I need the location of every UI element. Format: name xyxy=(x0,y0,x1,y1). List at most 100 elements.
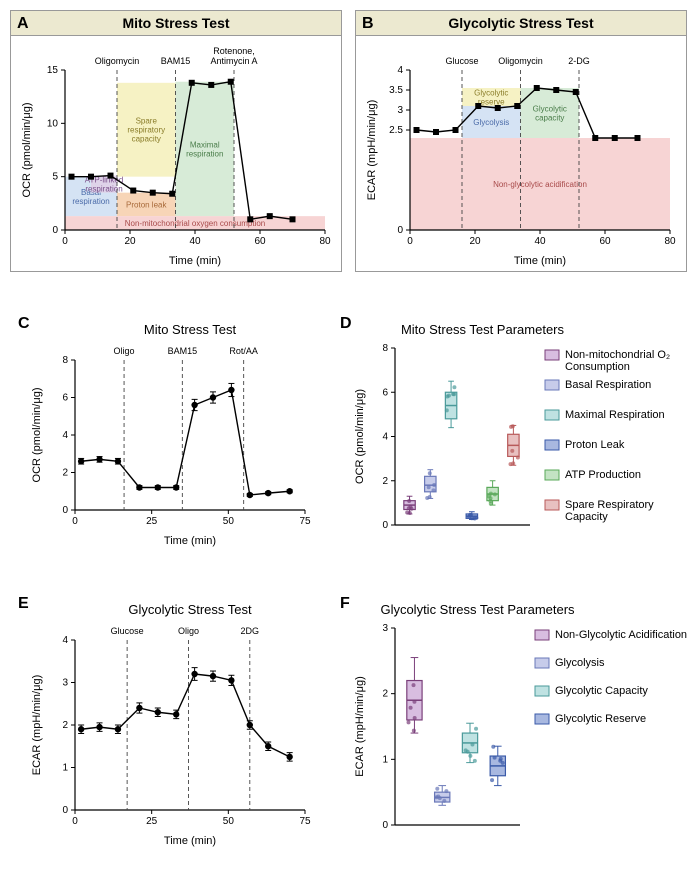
panel-a-label: A xyxy=(17,15,29,33)
svg-text:Maximal Respiration: Maximal Respiration xyxy=(565,409,665,421)
svg-text:40: 40 xyxy=(189,236,201,247)
panel-a-header: A Mito Stress Test xyxy=(10,10,342,36)
svg-text:50: 50 xyxy=(223,516,235,527)
svg-text:2: 2 xyxy=(382,689,388,700)
svg-text:Antimycin A: Antimycin A xyxy=(210,56,257,66)
svg-text:Non-mitochondrial O₂: Non-mitochondrial O₂ xyxy=(565,349,670,361)
svg-text:OCR (pmol/min/μg): OCR (pmol/min/μg) xyxy=(354,389,366,484)
svg-text:Consumption: Consumption xyxy=(565,361,630,373)
panel-a-title: Mito Stress Test xyxy=(122,15,229,31)
panel-d-chart: Mito Stress Test Parameters02468OCR (pmo… xyxy=(345,320,695,550)
svg-text:Glycolytic: Glycolytic xyxy=(533,105,567,114)
svg-text:2.5: 2.5 xyxy=(389,125,403,136)
svg-text:Rotenone,: Rotenone, xyxy=(213,46,255,56)
svg-text:ATP Production: ATP Production xyxy=(565,469,641,481)
svg-text:Non-glycolytic acidification: Non-glycolytic acidification xyxy=(493,180,587,189)
svg-text:Glycolytic: Glycolytic xyxy=(474,89,508,98)
svg-text:ECAR (mpH/min/μg): ECAR (mpH/min/μg) xyxy=(354,676,366,776)
svg-text:Time (min): Time (min) xyxy=(169,255,221,267)
svg-text:Oligo: Oligo xyxy=(178,626,199,636)
svg-text:ECAR (mpH/min/μg): ECAR (mpH/min/μg) xyxy=(31,675,43,775)
svg-text:4: 4 xyxy=(397,65,403,76)
svg-text:8: 8 xyxy=(382,343,388,354)
svg-text:Time (min): Time (min) xyxy=(164,535,216,547)
svg-text:Glucose: Glucose xyxy=(445,56,478,66)
svg-text:OCR (pmol/min/μg): OCR (pmol/min/μg) xyxy=(31,388,43,483)
svg-text:Glucose: Glucose xyxy=(111,626,144,636)
svg-text:Rot/AA: Rot/AA xyxy=(229,346,258,356)
svg-text:4: 4 xyxy=(62,635,68,646)
svg-text:2-DG: 2-DG xyxy=(568,56,590,66)
svg-text:75: 75 xyxy=(299,516,311,527)
svg-text:1: 1 xyxy=(382,754,388,765)
svg-text:2: 2 xyxy=(62,720,68,731)
svg-text:BAM15: BAM15 xyxy=(168,346,198,356)
figure-root: A Mito Stress Test BasalrespirationATP-l… xyxy=(0,0,700,880)
svg-text:75: 75 xyxy=(299,816,311,827)
svg-text:15: 15 xyxy=(47,65,59,76)
svg-text:Glycolytic Stress Test: Glycolytic Stress Test xyxy=(128,602,252,617)
svg-text:10: 10 xyxy=(47,118,59,129)
svg-text:Oligo: Oligo xyxy=(114,346,135,356)
svg-text:6: 6 xyxy=(382,387,388,398)
svg-text:2: 2 xyxy=(382,476,388,487)
svg-text:Proton Leak: Proton Leak xyxy=(565,439,625,451)
svg-text:25: 25 xyxy=(146,816,158,827)
panel-c-chart: 025507502468OligoBAM15Rot/AATime (min)OC… xyxy=(20,320,320,550)
svg-text:Time (min): Time (min) xyxy=(514,255,566,267)
panel-f-chart: Glycolytic Stress Test Parameters0123ECA… xyxy=(345,600,695,850)
svg-text:Glycolysis: Glycolysis xyxy=(473,118,509,127)
svg-text:Mito Stress Test: Mito Stress Test xyxy=(144,322,237,337)
svg-text:respiratory: respiratory xyxy=(127,126,165,135)
svg-text:Spare Respiratory: Spare Respiratory xyxy=(565,499,654,511)
panel-a-chart: BasalrespirationATP-linkedrespirationPro… xyxy=(10,35,340,270)
panel-b-header: B Glycolytic Stress Test xyxy=(355,10,687,36)
svg-text:3.5: 3.5 xyxy=(389,85,403,96)
svg-text:0: 0 xyxy=(62,236,68,247)
svg-text:Glycolytic Capacity: Glycolytic Capacity xyxy=(555,685,648,697)
svg-text:0: 0 xyxy=(52,225,58,236)
svg-text:Spare: Spare xyxy=(136,117,158,126)
svg-text:0: 0 xyxy=(382,520,388,531)
svg-text:reserve: reserve xyxy=(478,98,505,107)
svg-text:3: 3 xyxy=(397,105,403,116)
panel-b-label: B xyxy=(362,15,374,33)
svg-text:80: 80 xyxy=(319,236,331,247)
svg-text:Mito Stress Test Parameters: Mito Stress Test Parameters xyxy=(401,322,565,337)
svg-text:Non-Glycolytic Acidification: Non-Glycolytic Acidification xyxy=(555,629,687,641)
svg-text:3: 3 xyxy=(62,678,68,689)
panel-b-chart: GlycolysisGlycolyticreserveGlycolyticcap… xyxy=(355,35,685,270)
svg-text:capacity: capacity xyxy=(132,135,161,144)
svg-text:3: 3 xyxy=(382,623,388,634)
svg-text:20: 20 xyxy=(469,236,481,247)
svg-text:respiration: respiration xyxy=(72,197,109,206)
svg-text:8: 8 xyxy=(62,355,68,366)
svg-text:50: 50 xyxy=(223,816,235,827)
svg-text:20: 20 xyxy=(124,236,136,247)
svg-text:80: 80 xyxy=(664,236,676,247)
svg-text:6: 6 xyxy=(62,393,68,404)
svg-text:BAM15: BAM15 xyxy=(161,56,191,66)
svg-text:Glycolysis: Glycolysis xyxy=(555,657,605,669)
svg-text:1: 1 xyxy=(62,763,68,774)
svg-text:60: 60 xyxy=(599,236,611,247)
panel-b-title: Glycolytic Stress Test xyxy=(448,15,593,31)
svg-text:Glycolytic Stress Test Param: Glycolytic Stress Test Parameters xyxy=(380,602,575,617)
svg-text:0: 0 xyxy=(407,236,413,247)
svg-text:5: 5 xyxy=(52,172,58,183)
panel-e-chart: 025507501234GlucoseOligo2DGTime (min)ECA… xyxy=(20,600,320,850)
svg-text:Glycolytic Reserve: Glycolytic Reserve xyxy=(555,713,646,725)
svg-text:25: 25 xyxy=(146,516,158,527)
svg-text:2: 2 xyxy=(62,468,68,479)
svg-text:4: 4 xyxy=(62,430,68,441)
svg-text:Time (min): Time (min) xyxy=(164,835,216,847)
svg-text:0: 0 xyxy=(62,805,68,816)
svg-text:respiration: respiration xyxy=(186,149,223,158)
svg-text:Oligomycin: Oligomycin xyxy=(95,56,140,66)
svg-text:Oligomycin: Oligomycin xyxy=(498,56,543,66)
svg-text:0: 0 xyxy=(72,516,78,527)
svg-text:ECAR (mpH/min/μg): ECAR (mpH/min/μg) xyxy=(366,100,378,200)
svg-text:40: 40 xyxy=(534,236,546,247)
svg-text:2DG: 2DG xyxy=(241,626,260,636)
svg-text:Non-mitochondrial oxygen consu: Non-mitochondrial oxygen consumption xyxy=(125,219,266,228)
